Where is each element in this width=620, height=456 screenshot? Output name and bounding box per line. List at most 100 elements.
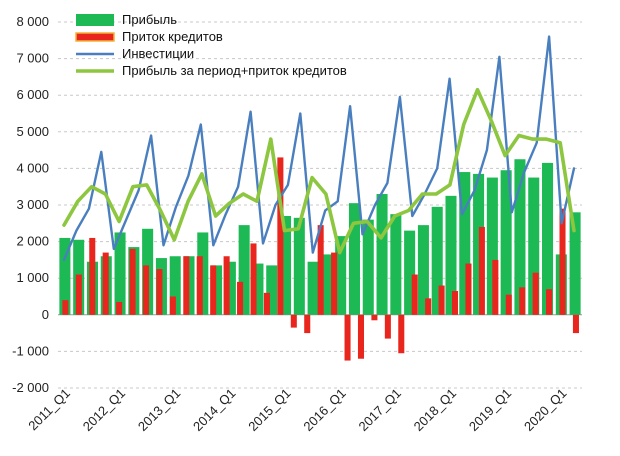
profit-bar [500, 170, 512, 315]
credit-inflow-bar [559, 208, 566, 315]
profit-bar [431, 206, 443, 315]
y-tick-label: 3 000 [16, 197, 49, 212]
y-tick-label: 5 000 [16, 124, 49, 139]
credit-inflow-bar [572, 314, 579, 334]
profit-bar [252, 263, 264, 315]
x-axis-ticks: 2011_Q1 2012_Q1 2013_Q1 2014_Q1 2015_Q1 2016_… [25, 386, 569, 434]
credit-inflow-bar [116, 301, 123, 315]
profit-bar [335, 236, 347, 315]
y-axis-ticks: -2 000 -1 000 0 1 000 2 000 3 000 4 000 5 000 6 … [12, 14, 49, 395]
credit-inflow-bar [129, 248, 136, 315]
credit-inflow-bar [425, 298, 432, 315]
profit-bar [376, 194, 388, 315]
credit-inflow-bar [102, 252, 109, 315]
profit-bar [307, 261, 319, 315]
profit-bar [293, 217, 305, 315]
credit-inflow-bar [304, 314, 311, 334]
x-tick-label: 2014_Q1 [190, 386, 238, 434]
legend-swatch [75, 32, 115, 42]
credit-inflow-bar [505, 294, 512, 315]
x-tick-label: 2020_Q1 [521, 386, 569, 434]
legend-swatch [76, 14, 114, 26]
legend-label: Приток кредитов [122, 29, 223, 44]
x-tick-label: 2016_Q1 [300, 386, 348, 434]
credit-inflow-bar [411, 274, 418, 315]
credit-inflow-bar [290, 314, 297, 328]
profit-bar [114, 232, 126, 315]
profit-bar [197, 232, 209, 315]
profit-bar [569, 212, 581, 315]
credit-inflow-bar [532, 272, 539, 315]
credit-inflow-bar [263, 292, 270, 315]
y-tick-label: -2 000 [12, 380, 49, 395]
credit-inflow-bar [89, 237, 96, 315]
y-tick-label: -1 000 [12, 343, 49, 358]
legend-label: Инвестиции [122, 46, 194, 61]
credit-inflow-bar [210, 265, 217, 315]
profit-bar [542, 162, 554, 315]
profit-bar [514, 159, 526, 315]
credit-inflow-bar [331, 252, 338, 315]
credit-inflow-bar [519, 287, 526, 315]
legend: Прибыль Приток кредитов Инвестиции Прибыль … [75, 12, 347, 78]
profit-bar [238, 225, 250, 315]
profit-bar [486, 177, 498, 315]
credit-inflow-bar [465, 263, 472, 315]
credit-inflow-bar [142, 265, 150, 315]
profit-bar [348, 203, 360, 315]
legend-label: Прибыль [122, 12, 177, 27]
credit-inflow-bar [438, 285, 445, 315]
credit-inflow-bar [317, 225, 324, 315]
profit-bar [224, 261, 236, 315]
credit-inflow-bar [398, 314, 405, 354]
credit-inflow-bar [169, 296, 176, 315]
profit-bar [417, 225, 429, 315]
y-tick-label: 7 000 [16, 51, 49, 66]
line-marks [62, 35, 576, 262]
credit-inflow-bar [62, 300, 69, 315]
credit-inflow-bar [75, 274, 82, 315]
credit-inflow-bar [277, 157, 284, 315]
credit-inflow-bar [452, 291, 459, 315]
y-tick-label: 1 000 [16, 270, 49, 285]
x-tick-label: 2015_Q1 [245, 386, 293, 434]
profit-bar [390, 214, 402, 315]
credit-inflow-bar [546, 289, 553, 315]
x-tick-label: 2013_Q1 [135, 386, 183, 434]
profit-bar [169, 256, 181, 315]
profit-bar [473, 173, 485, 315]
bar-marks [59, 157, 581, 361]
profit-bar [280, 215, 292, 315]
y-tick-label: 6 000 [16, 87, 49, 102]
x-tick-label: 2017_Q1 [356, 386, 404, 434]
x-tick-label: 2012_Q1 [80, 386, 128, 434]
credit-inflow-bar [492, 259, 499, 315]
profit-bar [321, 254, 333, 315]
y-tick-label: 0 [42, 307, 49, 322]
credit-inflow-bar [223, 256, 230, 315]
profit-bar [266, 265, 278, 315]
credit-inflow-bar [250, 243, 257, 315]
profit-bar [404, 230, 416, 315]
credit-inflow-bar [156, 269, 163, 315]
profit-bar [59, 237, 71, 315]
y-tick-label: 2 000 [16, 234, 49, 249]
credit-inflow-bar [357, 314, 365, 359]
credit-inflow-bar [384, 314, 391, 339]
legend-label: Прибыль за период+приток кредитов [122, 63, 347, 78]
profit-bar [445, 195, 457, 315]
profit-bar [211, 265, 223, 315]
profit-bar [528, 177, 540, 315]
investment-line [62, 35, 576, 262]
y-tick-label: 4 000 [16, 160, 49, 175]
profit-bar [362, 219, 374, 315]
credit-inflow-bar [478, 226, 485, 315]
y-tick-label: 8 000 [16, 14, 49, 29]
profit-plus-credit-line [62, 87, 576, 255]
credit-inflow-bar [371, 314, 378, 321]
credit-inflow-bar [237, 281, 244, 315]
credit-inflow-bar [344, 314, 351, 361]
credit-inflow-bar [196, 256, 203, 315]
x-tick-label: 2019_Q1 [466, 386, 514, 434]
